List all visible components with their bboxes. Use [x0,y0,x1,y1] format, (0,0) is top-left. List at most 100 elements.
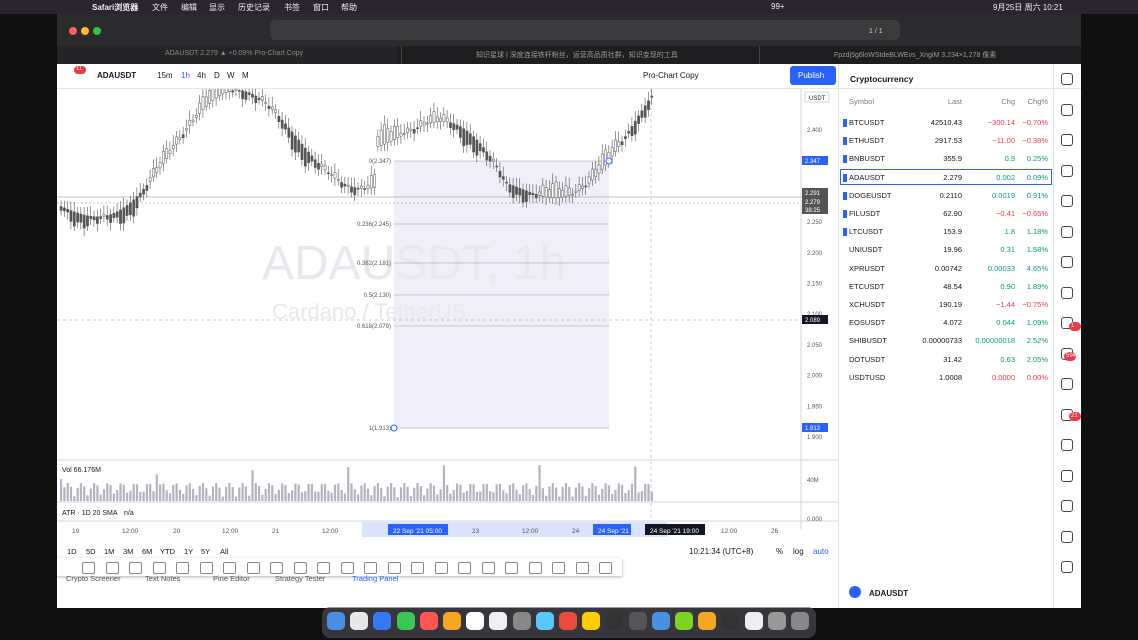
drawing-tool-icon[interactable] [246,562,260,574]
sidebar-icon[interactable] [1061,469,1073,482]
drawing-tool-icon[interactable] [317,562,330,574]
sidebar-icon[interactable] [1061,103,1073,116]
drawing-tool-icon[interactable] [434,562,448,574]
menu-item[interactable]: 窗口 [313,3,329,12]
drawing-tool-icon[interactable] [176,562,189,574]
watchlist-symbol[interactable]: ETCUSDT [849,281,885,291]
dock-icon[interactable] [675,612,693,630]
sidebar-icon[interactable] [1061,378,1073,390]
sidebar-icon[interactable] [1061,195,1073,207]
range-button[interactable]: YTD [160,547,175,556]
bottom-tab[interactable]: Text Notes [145,574,181,583]
drawing-tool-icon[interactable] [364,562,377,574]
menu-item[interactable]: 帮助 [341,3,357,12]
browser-tab[interactable]: Fpzdj5g6loWStdeBLWEvs_XngiM 3,234×1,278 … [834,52,997,59]
details-symbol[interactable]: ADAUSDT [869,589,909,598]
dock-icon[interactable] [350,612,369,630]
sidebar-icon[interactable] [1061,286,1073,299]
interval-button[interactable]: 1h [181,71,190,80]
drawing-tool-icon[interactable] [82,562,95,574]
range-button[interactable]: 1M [104,547,115,556]
menu-item[interactable]: 书签 [284,3,300,12]
dock-icon[interactable] [744,612,763,630]
interval-button[interactable]: D [214,71,220,80]
dock-icon[interactable] [443,612,461,630]
publish-label[interactable]: Publish [798,71,825,80]
dock-icon[interactable] [791,612,809,630]
bottom-tab[interactable]: Strategy Tester [275,574,326,583]
menu-item[interactable]: Safari浏览器 [92,3,139,12]
drawing-tool-icon[interactable] [481,562,495,574]
watchlist-symbol[interactable]: XCHUSDT [849,300,886,309]
scale-option[interactable]: % [776,547,784,556]
drawing-tool-icon[interactable] [105,562,119,574]
drawing-tool-icon[interactable] [458,562,471,574]
sidebar-icon[interactable] [1061,134,1073,146]
watchlist-symbol[interactable]: EOSUSDT [849,318,886,328]
drawing-tool-icon[interactable] [223,562,236,574]
dock-icon[interactable] [698,612,717,630]
dock-icon[interactable] [535,612,554,630]
dock-icon[interactable] [582,612,601,630]
sidebar-icon[interactable] [1061,500,1073,512]
dock-icon[interactable] [373,612,392,630]
drawing-tool-icon[interactable] [293,562,307,574]
scale-option[interactable]: log [793,547,804,556]
dock-icon[interactable] [396,612,415,630]
sidebar-icon[interactable] [1061,256,1073,268]
range-button[interactable]: 3M [123,547,134,556]
drawing-tool-icon[interactable] [152,562,166,574]
bottom-tab[interactable]: Pine Editor [213,574,250,583]
drawing-tool-icon[interactable] [552,562,565,574]
watchlist-symbol[interactable]: LTCUSDT [849,227,884,237]
sidebar-icon[interactable] [1061,225,1073,238]
watchlist-symbol[interactable]: DOTUSDT [849,354,886,364]
bottom-tab[interactable]: Crypto Screener [66,574,121,583]
interval-button[interactable]: M [242,71,249,80]
traffic-red[interactable] [69,27,77,35]
address-bar[interactable] [270,20,900,40]
sidebar-icon[interactable] [1061,164,1073,177]
watchlist-symbol[interactable]: ETHUSDT [849,136,885,146]
interval-button[interactable]: 15m [157,71,173,80]
watchlist-symbol[interactable]: SHIBUSDT [849,336,887,346]
menu-item[interactable]: 显示 [209,3,225,12]
publish-button[interactable] [790,66,836,85]
drawing-tool-icon[interactable] [387,562,401,574]
bottom-tab[interactable]: Trading Panel [352,574,399,583]
interval-button[interactable]: W [227,71,235,80]
drawing-tool-icon[interactable] [575,562,589,574]
range-button[interactable]: 1D [67,547,77,556]
dock-icon[interactable] [559,612,577,630]
dock-icon[interactable] [605,612,624,630]
traffic-green[interactable] [93,27,101,35]
dock-icon[interactable] [651,612,670,630]
dock-icon[interactable] [489,612,508,630]
drawing-tool-icon[interactable] [505,562,518,574]
range-button[interactable]: All [220,547,229,556]
range-button[interactable]: 5Y [201,547,211,556]
dock-icon[interactable] [628,612,647,630]
symbol-name[interactable]: ADAUSDT [97,71,137,80]
traffic-yellow[interactable] [81,27,89,35]
browser-tab[interactable]: 知识星球 | 深度连接铁杆粉丝，运营高品质社群，知识变现的工具 [476,52,678,59]
sidebar-icon[interactable] [1061,530,1073,543]
watchlist-symbol[interactable]: BNBUSDT [849,154,885,164]
drawing-tool-icon[interactable] [528,562,542,574]
range-button[interactable]: 5D [86,547,96,556]
sidebar-icon[interactable] [1061,73,1073,85]
menu-item[interactable]: 编辑 [181,3,197,12]
watchlist-symbol[interactable]: FILUSDT [849,209,881,218]
drawing-tool-icon[interactable] [411,562,424,574]
drawing-tool-icon[interactable] [599,562,612,574]
sidebar-icon[interactable] [1061,439,1073,451]
menu-item[interactable]: 历史记录 [238,3,270,12]
drawing-tool-icon[interactable] [340,562,354,574]
layout-name[interactable]: Pro-Chart Copy [643,71,699,80]
dock-icon[interactable] [721,612,740,630]
sidebar-icon[interactable] [1061,561,1073,573]
interval-button[interactable]: 4h [197,71,206,80]
watchlist-symbol[interactable]: BTCUSDT [849,118,885,127]
dock-icon[interactable] [466,612,485,630]
watchlist-symbol[interactable]: UNIUSDT [849,245,883,255]
